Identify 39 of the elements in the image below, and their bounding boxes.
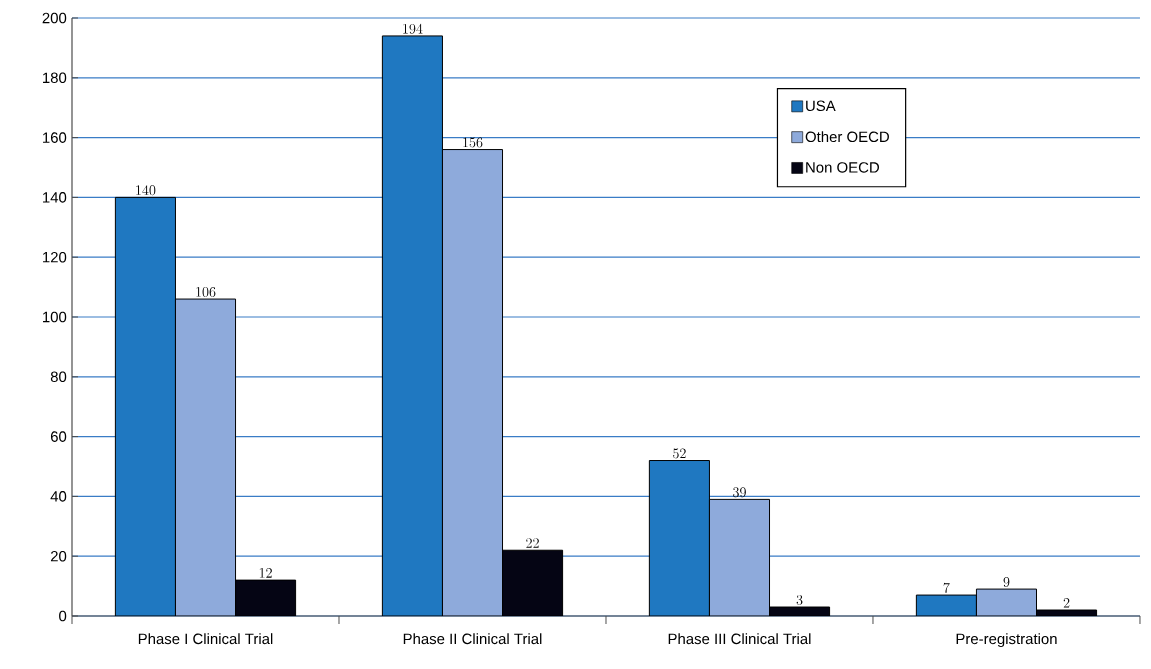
data-label: 194 — [403, 23, 423, 34]
x-tick-label: Phase III Clinical Trial — [668, 633, 811, 645]
y-tick-label: 120 — [43, 251, 67, 263]
y-tick-label: 0 — [59, 610, 67, 622]
bar — [648, 460, 710, 616]
legend-label: Non OECD — [806, 162, 880, 173]
y-tick-label: 80 — [50, 371, 67, 383]
y-tick-label: 140 — [43, 192, 67, 203]
data-label: 9 — [1003, 577, 1010, 587]
data-label: 52 — [673, 448, 686, 459]
data-label: 3 — [796, 595, 803, 605]
data-label: 7 — [943, 582, 950, 593]
data-label: 140 — [136, 185, 156, 196]
x-tick-label: Phase II Clinical Trial — [403, 633, 542, 645]
y-tick-label: 40 — [50, 491, 67, 502]
y-tick-label: 180 — [43, 72, 67, 84]
x-tick-label: Phase I Clinical Trial — [138, 633, 273, 645]
data-label: 39 — [733, 487, 746, 498]
data-label: 2 — [1063, 598, 1070, 608]
data-label: 12 — [259, 568, 272, 578]
data-label: 22 — [526, 538, 539, 548]
y-tick-label: 200 — [42, 12, 67, 24]
bar — [235, 579, 297, 616]
y-tick-label: 100 — [43, 311, 67, 323]
y-tick-label: 20 — [50, 550, 67, 562]
x-tick-label: Pre-registration — [956, 633, 1057, 648]
bar — [114, 196, 176, 616]
bar — [381, 35, 443, 616]
bar — [975, 588, 1038, 616]
y-tick-label: 60 — [50, 431, 67, 442]
data-label: 156 — [463, 137, 483, 148]
bar — [502, 549, 564, 616]
legend-label: USA — [806, 100, 836, 112]
y-tick-label: 160 — [43, 132, 67, 143]
bar — [174, 298, 237, 616]
bar — [441, 149, 504, 616]
legend-label: Other OECD — [805, 131, 889, 143]
data-label: 106 — [196, 287, 216, 297]
bar — [708, 498, 771, 616]
